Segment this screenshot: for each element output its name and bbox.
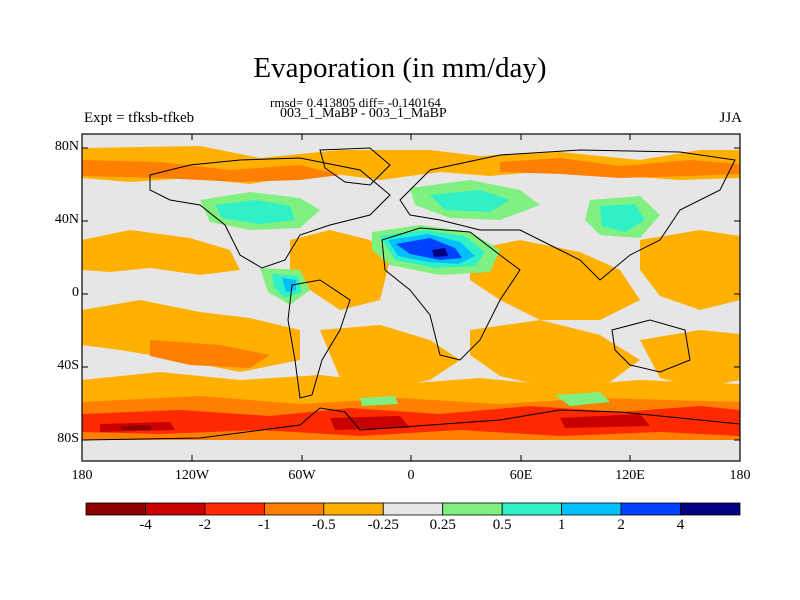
south-atlantic-positive [360, 396, 398, 406]
arctic-strong-band [82, 160, 340, 182]
experiment-subtitle: 003_1_MaBP - 003_1_MaBP [280, 106, 447, 121]
south-subtropic-strong [150, 340, 270, 368]
experiment-label: Expt = tfksb-tfkeb [84, 110, 195, 126]
southern-ocean-maroon [120, 425, 152, 430]
colorbar-label: -4 [139, 517, 152, 533]
colorbar-label: -2 [198, 517, 212, 533]
season-label: JJA [719, 110, 742, 126]
australia-coast [611, 319, 691, 373]
indian-ocean-band [470, 240, 640, 320]
siberia-strong-band [500, 158, 740, 178]
south-america-coast [287, 279, 351, 399]
colorbar-box [85, 502, 146, 516]
colorbar-box [620, 502, 681, 516]
southern-ocean-darkred-3 [560, 414, 650, 428]
atlantic-band [290, 230, 390, 310]
north-pacific-band [82, 230, 240, 275]
africa-coast [381, 227, 521, 361]
colorbar-box [442, 502, 503, 516]
colorbar-label: 0.5 [492, 517, 512, 533]
x-tick-label: 0 [407, 468, 415, 483]
central-america-lightblue [282, 278, 296, 292]
southern-indian-positive [555, 392, 610, 406]
southern-ocean-red [82, 406, 740, 436]
colorbar-label: 4 [676, 517, 685, 533]
x-tick-label: 60W [288, 468, 316, 483]
coastlines [82, 147, 740, 441]
y-tick-label: 40S [57, 358, 79, 373]
colorbar-box [145, 502, 206, 516]
west-pacific-band [640, 230, 740, 310]
stats-text: rmsd= 0.413805 diff= -0.140164 [270, 95, 441, 110]
x-tick-label: 120W [174, 468, 210, 483]
colorbar-label: 2 [617, 517, 625, 533]
colorbar-label: 0.25 [429, 517, 456, 533]
x-tick-label: 60E [509, 468, 533, 483]
colorbar-label: -1 [258, 517, 271, 533]
colorbar-label: -0.25 [367, 517, 399, 533]
europe-cyan [430, 190, 510, 212]
colorbar-box [680, 502, 741, 516]
antarctica-coast [82, 407, 740, 441]
colorbar [85, 502, 741, 516]
colorbar-box [263, 502, 325, 516]
greenland-coast [319, 147, 391, 186]
axis-ticks [82, 134, 740, 461]
north-america-cyan [215, 200, 295, 224]
southern-ocean-darkred-2 [330, 416, 410, 430]
x-tick-label: 120E [615, 468, 645, 483]
south-atlantic-band [320, 325, 460, 390]
y-tick-label: 80S [57, 431, 79, 446]
colorbar-box [561, 502, 622, 516]
y-tick-label: 40N [54, 212, 79, 227]
central-asia-cyan [600, 204, 645, 232]
south-indian-band [470, 320, 640, 388]
x-tick-label: 180 [71, 468, 93, 483]
colorbar-box [204, 502, 265, 516]
colorbar-box [501, 502, 563, 516]
x-tick-label: 180 [729, 468, 751, 483]
y-tick-label: 80N [54, 139, 79, 154]
colorbar-label: 1 [557, 517, 566, 533]
eurasia-coast [399, 149, 736, 281]
y-tick-label: 0 [72, 285, 79, 300]
map-title: Evaporation (in mm/day) [253, 52, 547, 84]
north-america-coast [149, 157, 391, 269]
colorbar-box [323, 502, 384, 516]
north-africa-darkblue [432, 248, 448, 257]
evaporation-field [82, 134, 740, 461]
colorbar-label: -0.5 [311, 517, 336, 533]
colorbar-box [382, 502, 444, 516]
